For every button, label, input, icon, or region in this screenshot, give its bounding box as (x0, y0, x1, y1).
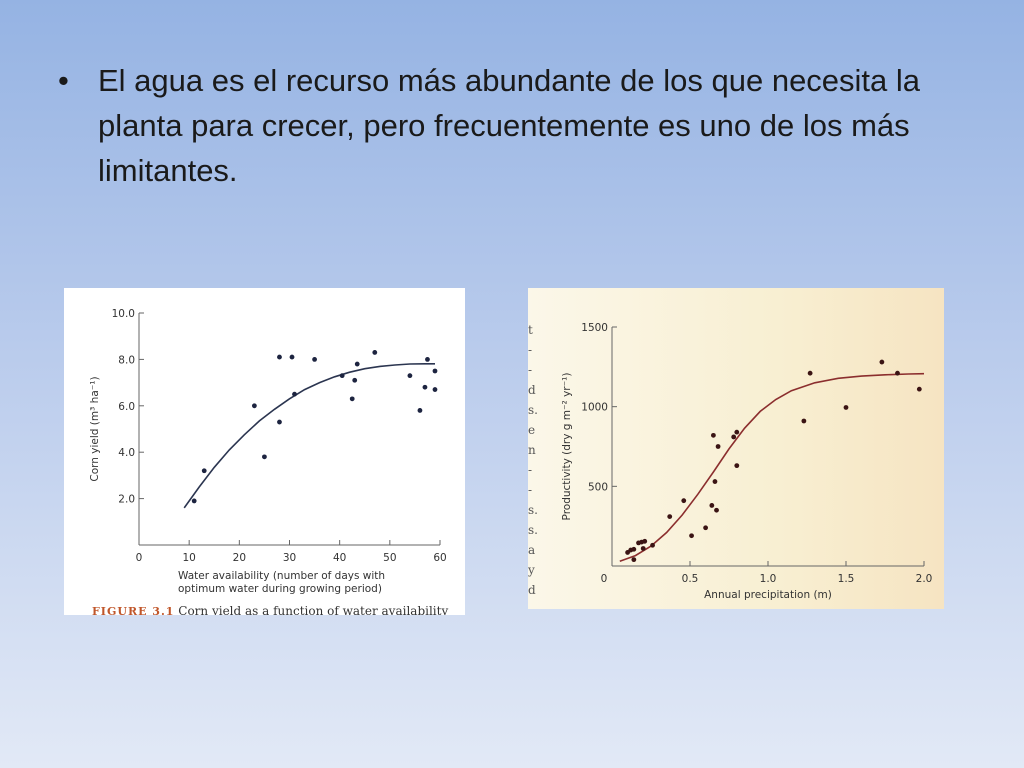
y-tick-label: 1500 (581, 322, 608, 334)
margin-glyph: a (528, 543, 536, 557)
x-tick-label: 10 (182, 552, 195, 564)
data-point (879, 359, 885, 365)
x-tick-label: 20 (233, 552, 246, 564)
x-tick-label: 1.0 (760, 573, 777, 585)
x-tick-label: 60 (433, 552, 446, 564)
data-point (714, 507, 719, 513)
margin-glyph: s. (528, 403, 538, 417)
x-tick-label: 2.0 (916, 573, 933, 585)
data-point (801, 418, 807, 424)
data-point (715, 444, 721, 449)
data-point (262, 454, 267, 460)
x-axis-label: Annual precipitation (m) (704, 589, 832, 601)
data-point (711, 432, 716, 438)
margin-glyph: - (528, 343, 533, 357)
productivity-figure: t - - d s. e n - - s. s. a y d 500 1000 1500 0 0.5 1.0 1.5 2… (528, 288, 944, 609)
margin-glyph: d (528, 583, 536, 597)
data-point (734, 429, 740, 435)
margin-glyph: n (528, 443, 536, 457)
data-point (425, 357, 430, 362)
data-point (372, 350, 378, 355)
data-point (339, 373, 345, 379)
bullet-symbol: • (58, 63, 69, 98)
data-point (354, 361, 360, 367)
y-tick-label: 4.0 (118, 447, 135, 459)
data-point (407, 373, 413, 379)
y-axis-label: Productivity (dry g m⁻² yr⁻¹) (561, 373, 573, 521)
margin-glyph: s. (528, 503, 538, 517)
data-point (712, 479, 718, 484)
data-point (417, 408, 423, 413)
data-point (916, 386, 922, 392)
x-tick-label: 1.5 (838, 573, 855, 585)
data-point (191, 498, 197, 504)
bullet-point: • El agua es el recurso más abundante de… (58, 58, 958, 193)
x-tick-label: 40 (333, 552, 346, 564)
fit-curve (183, 363, 435, 509)
figure-caption-text: Corn yield as a function of water availa… (178, 604, 449, 615)
fit-curve (619, 372, 925, 562)
data-point (201, 468, 207, 474)
y-axis-label: Corn yield (m³ ha⁻¹) (89, 376, 101, 481)
x-tick-label: 0 (136, 552, 143, 564)
y-tick-label: 2.0 (118, 494, 135, 506)
book-margin-text: t - - d s. e n - - s. s. a y d (528, 320, 538, 600)
y-tick-label: 8.0 (118, 354, 135, 366)
data-point (352, 377, 358, 383)
x-tick-label: 0 (601, 573, 608, 585)
data-point (312, 357, 317, 362)
data-point (631, 546, 637, 552)
y-tick-label: 10.0 (112, 308, 135, 320)
bullet-text: El agua es el recurso más abundante de l… (98, 63, 921, 188)
corn-yield-figure: 2.0 4.0 6.0 8.0 10.0 0 10 20 30 40 50 60 Corn yield … (64, 288, 465, 615)
margin-glyph: - (528, 483, 533, 497)
margin-glyph: d (528, 383, 536, 397)
margin-glyph: - (528, 363, 533, 377)
data-point (631, 557, 637, 563)
data-point (289, 354, 295, 360)
data-point (277, 419, 282, 425)
data-point (734, 463, 740, 469)
margin-glyph: e (528, 423, 536, 437)
data-point (292, 391, 297, 397)
margin-glyph: s. (528, 523, 538, 537)
data-point (731, 434, 737, 440)
data-point (650, 542, 655, 548)
data-point (642, 538, 648, 544)
data-point (432, 387, 438, 392)
margin-glyph: y (528, 563, 535, 577)
data-point (681, 498, 687, 504)
data-point (349, 396, 355, 402)
x-tick-label: 50 (383, 552, 396, 564)
data-point (689, 533, 694, 539)
y-tick-label: 500 (588, 481, 608, 493)
figure-caption: FIGURE 3.1 Corn yield as a function of w… (92, 604, 448, 615)
figure-caption-label: FIGURE 3.1 (92, 605, 175, 615)
data-point (895, 370, 900, 376)
x-axis-label: optimum water during growing period) (178, 583, 382, 595)
margin-glyph: - (528, 463, 533, 477)
data-point (807, 370, 813, 376)
corn-yield-chart: 2.0 4.0 6.0 8.0 10.0 0 10 20 30 40 50 60 Corn yield … (89, 308, 447, 595)
data-point (843, 405, 849, 410)
data-point (703, 525, 708, 531)
margin-glyph: t (528, 323, 533, 337)
y-tick-label: 1000 (581, 402, 608, 414)
data-point (422, 384, 428, 390)
data-point (640, 546, 646, 551)
x-axis-label: Water availability (number of days with (178, 570, 385, 582)
y-tick-label: 6.0 (118, 401, 135, 413)
data-point (277, 354, 282, 360)
data-point (667, 514, 673, 520)
productivity-chart: 500 1000 1500 0 0.5 1.0 1.5 2.0 Productivity (dr… (561, 322, 933, 601)
data-point (432, 368, 438, 374)
x-tick-label: 30 (283, 552, 296, 564)
data-point (251, 403, 257, 409)
x-tick-label: 0.5 (682, 573, 699, 585)
data-point (709, 503, 715, 508)
